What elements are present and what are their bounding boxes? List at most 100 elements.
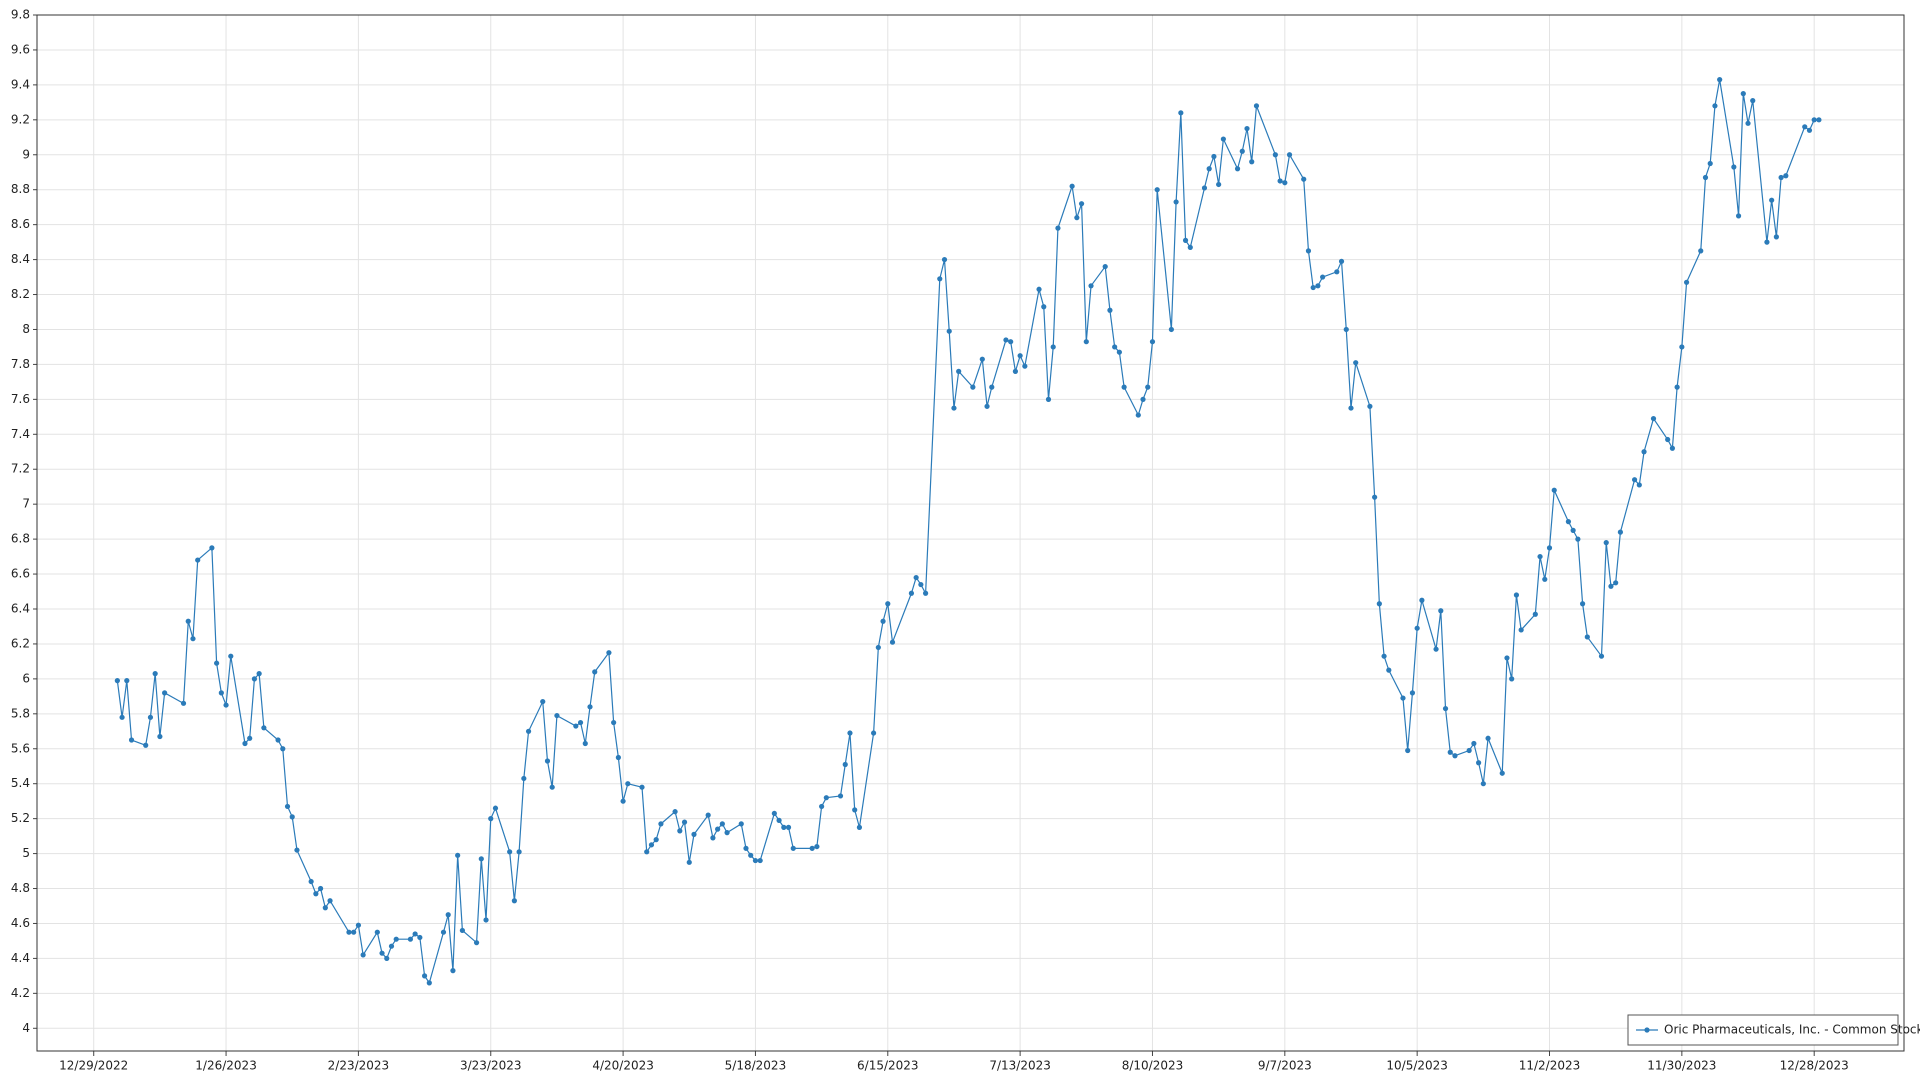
data-point — [1050, 344, 1056, 350]
data-point — [162, 690, 168, 696]
data-point — [1683, 279, 1690, 285]
data-point — [715, 826, 721, 832]
data-point — [620, 798, 626, 804]
data-point — [1570, 527, 1576, 533]
data-point — [280, 746, 286, 752]
data-point — [1769, 197, 1775, 203]
data-point — [1338, 258, 1345, 264]
data-point — [1277, 178, 1283, 184]
x-tick-label: 4/20/2023 — [592, 1059, 654, 1073]
data-point — [757, 857, 763, 864]
data-point — [681, 819, 688, 825]
y-tick-label: 7.4 — [11, 427, 30, 441]
data-point — [1584, 634, 1590, 640]
data-point — [691, 831, 697, 837]
data-point — [951, 405, 957, 411]
data-point — [1641, 449, 1647, 455]
data-point — [1504, 655, 1510, 661]
data-point — [889, 639, 896, 645]
data-point — [738, 821, 744, 827]
data-point — [1811, 117, 1817, 123]
y-tick-label: 9.8 — [11, 8, 30, 22]
data-point — [1272, 152, 1278, 158]
data-point — [1045, 396, 1052, 402]
data-point — [970, 384, 976, 390]
data-point — [322, 905, 328, 911]
data-point — [478, 856, 484, 862]
data-point — [1575, 536, 1581, 542]
data-point — [814, 843, 820, 850]
y-tick-label: 6.8 — [11, 532, 30, 546]
data-point — [450, 968, 456, 974]
x-tick-label: 2/23/2023 — [328, 1059, 390, 1073]
data-point — [544, 758, 551, 764]
data-point — [289, 814, 295, 820]
data-point — [124, 678, 130, 684]
data-point — [771, 810, 777, 817]
data-point — [611, 719, 617, 726]
data-point — [1017, 353, 1023, 359]
data-point — [823, 795, 829, 801]
x-tick-label: 9/7/2023 — [1258, 1059, 1312, 1073]
data-point — [615, 754, 621, 761]
data-point — [1509, 676, 1515, 682]
y-tick-label: 6.6 — [11, 567, 30, 581]
data-point — [1806, 127, 1813, 133]
data-point — [1532, 611, 1538, 617]
y-tick-label: 8.4 — [11, 252, 30, 266]
data-point — [587, 704, 593, 710]
data-point — [549, 784, 555, 790]
data-point — [852, 807, 858, 813]
data-point — [388, 943, 395, 949]
data-point — [785, 824, 792, 830]
data-point — [327, 898, 333, 904]
data-point — [1249, 159, 1255, 165]
data-point — [880, 618, 886, 624]
data-point — [228, 653, 234, 659]
data-point — [1598, 653, 1605, 659]
data-point — [242, 740, 248, 747]
data-point — [313, 891, 319, 897]
data-point — [1301, 176, 1307, 182]
y-tick-label: 7.2 — [11, 462, 30, 476]
data-point — [705, 812, 711, 818]
data-point — [1305, 248, 1312, 254]
data-point — [1750, 98, 1756, 104]
data-point — [507, 849, 513, 855]
x-tick-label: 7/13/2023 — [989, 1059, 1051, 1073]
data-point — [1405, 747, 1411, 754]
data-point — [488, 816, 494, 822]
data-point — [1372, 494, 1378, 500]
data-point — [1078, 201, 1085, 207]
data-point — [180, 700, 187, 706]
data-point — [540, 698, 546, 705]
data-point — [1613, 580, 1619, 586]
data-point — [445, 912, 451, 918]
data-point — [1022, 363, 1028, 369]
data-point — [979, 356, 985, 362]
y-tick-label: 7.6 — [11, 392, 30, 406]
data-point — [672, 809, 678, 815]
y-tick-label: 5.8 — [11, 706, 30, 720]
data-point — [1447, 749, 1453, 755]
x-tick-label: 12/28/2023 — [1780, 1059, 1849, 1073]
data-point — [1253, 103, 1260, 109]
data-point — [1480, 781, 1486, 787]
data-point — [247, 735, 253, 741]
data-point — [1381, 653, 1387, 659]
data-point — [1773, 234, 1779, 240]
data-point — [1116, 349, 1122, 355]
data-point — [1471, 740, 1477, 747]
data-point — [1476, 760, 1482, 766]
data-point — [1168, 326, 1174, 333]
data-point — [157, 733, 163, 740]
y-tick-label: 9 — [22, 147, 30, 161]
data-point — [1674, 384, 1680, 390]
data-point — [677, 828, 683, 834]
data-point — [421, 973, 428, 979]
data-point — [1376, 601, 1382, 607]
data-point — [521, 775, 527, 782]
data-point — [946, 328, 952, 334]
data-point — [455, 852, 461, 858]
data-point — [256, 671, 262, 677]
